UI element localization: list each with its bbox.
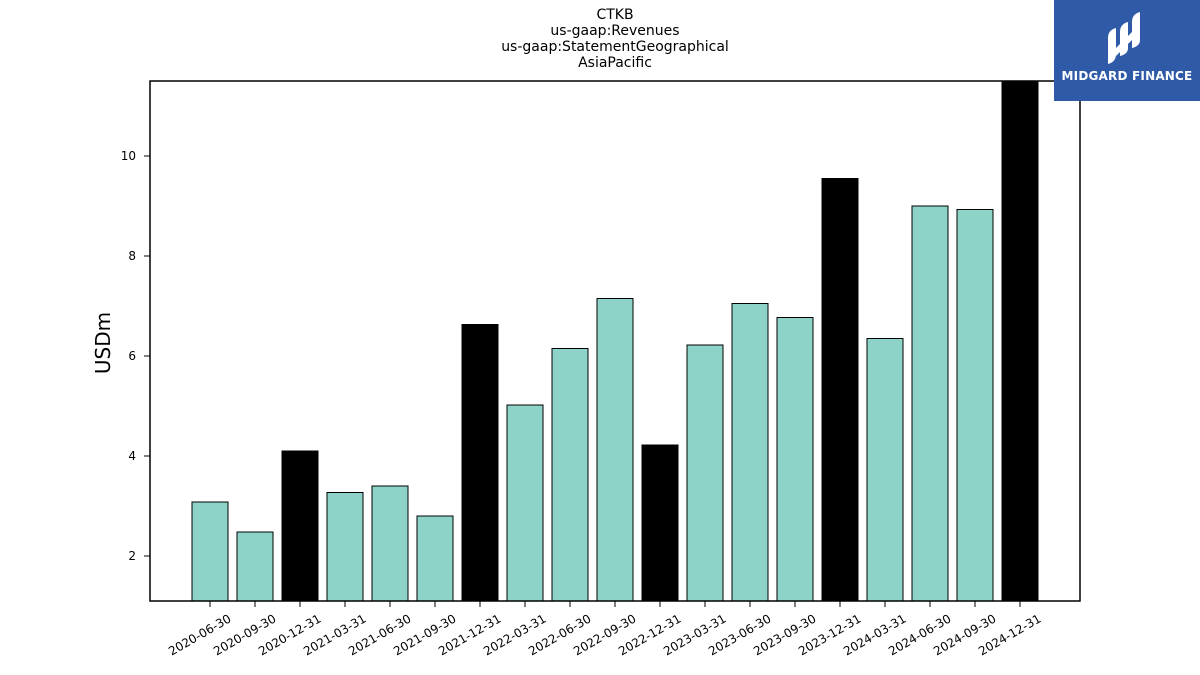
- bar-2020-12-31: [281, 450, 319, 602]
- bar-2024-03-31: [866, 338, 904, 602]
- bar-2024-12-31: [1001, 80, 1039, 602]
- midgard-finance-logo: MIDGARD FINANCE: [1054, 0, 1200, 101]
- y-tick-label-2: 2: [128, 549, 136, 563]
- bar-2023-12-31: [821, 178, 859, 602]
- bar-2023-06-30: [731, 303, 769, 602]
- bar-2022-03-31: [506, 404, 544, 602]
- bar-2021-09-30: [416, 515, 454, 602]
- y-tick-label-4: 4: [128, 449, 136, 463]
- bar-2020-09-30: [236, 531, 274, 602]
- y-tick-label-8: 8: [128, 249, 136, 263]
- y-axis-label: USDm: [91, 312, 115, 374]
- bar-2021-03-31: [326, 492, 364, 602]
- y-tick-label-6: 6: [128, 349, 136, 363]
- bar-2023-09-30: [776, 317, 814, 602]
- title-line-ticker: CTKB: [596, 7, 634, 23]
- logo-text: MIDGARD FINANCE: [1061, 69, 1193, 83]
- bar-2024-09-30: [956, 209, 994, 602]
- bar-2022-06-30: [551, 348, 589, 602]
- bar-2024-06-30: [911, 205, 949, 602]
- bar-2023-03-31: [686, 344, 724, 602]
- y-tick-label-10: 10: [121, 149, 136, 163]
- bar-2021-06-30: [371, 485, 409, 602]
- bar-2022-09-30: [596, 298, 634, 602]
- bar-2021-12-31: [461, 324, 499, 602]
- title-line-concept: us-gaap:Revenues: [550, 23, 680, 39]
- logo-mark-icon: [1108, 12, 1140, 64]
- title-line-axis: us-gaap:StatementGeographical: [501, 39, 729, 55]
- title-line-member: AsiaPacific: [578, 55, 652, 71]
- bar-2022-12-31: [641, 444, 679, 602]
- bar-2020-06-30: [191, 501, 229, 602]
